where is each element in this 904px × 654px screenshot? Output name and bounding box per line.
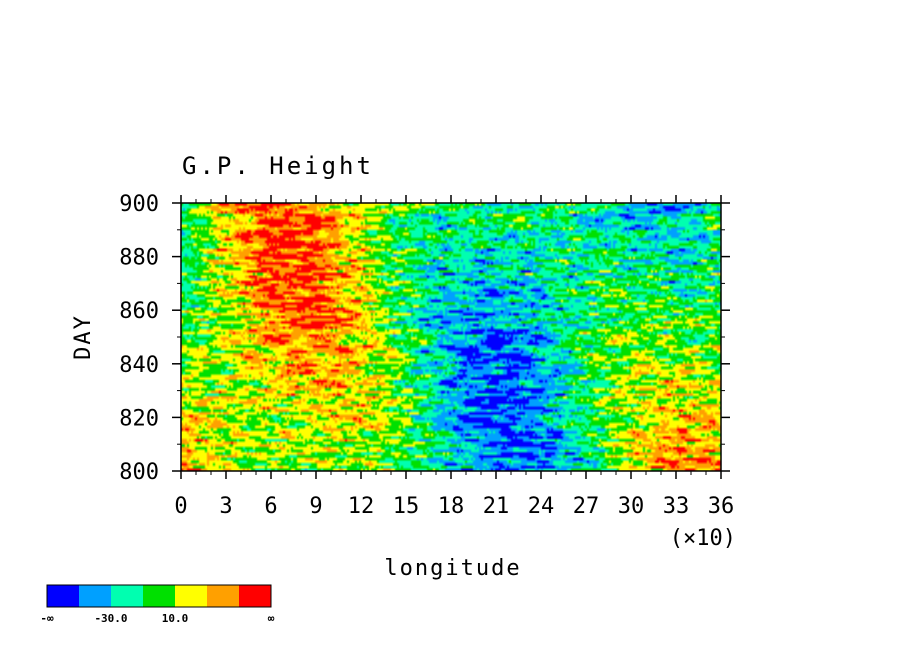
colorbar-swatch xyxy=(239,585,271,607)
x-axis-multiplier: (×10) xyxy=(670,526,736,551)
x-tick-label: 15 xyxy=(393,494,420,519)
colorbar-swatch xyxy=(79,585,111,607)
heatmap-field xyxy=(181,203,721,471)
colorbar-frame xyxy=(46,584,272,608)
colorbar-swatch xyxy=(47,585,79,607)
colorbar-swatch xyxy=(207,585,239,607)
x-tick-label: 12 xyxy=(348,494,375,519)
x-tick-label: 33 xyxy=(663,494,690,519)
colorbar-label: -∞ xyxy=(40,612,54,625)
colorbar-swatch xyxy=(143,585,175,607)
x-tick-label: 6 xyxy=(264,494,277,519)
chart-title: G.P. Height xyxy=(182,152,374,180)
colorbar-swatch xyxy=(111,585,143,607)
y-axis-label: DAY xyxy=(71,314,96,360)
x-tick-label: 36 xyxy=(708,494,735,519)
colorbar-swatch xyxy=(175,585,207,607)
x-tick-label: 24 xyxy=(528,494,555,519)
y-tick-label: 820 xyxy=(119,406,159,431)
y-tick-label: 860 xyxy=(119,299,159,324)
colorbar-label: 10.0 xyxy=(162,612,189,625)
x-tick-label: 9 xyxy=(309,494,322,519)
colorbar-legend: -∞ -30.0 10.0 ∞ xyxy=(40,584,275,625)
x-tick-label: 27 xyxy=(573,494,600,519)
x-tick-label: 18 xyxy=(438,494,465,519)
colorbar-label: -30.0 xyxy=(94,612,127,625)
y-tick-label: 900 xyxy=(119,192,159,217)
x-tick-label: 21 xyxy=(483,494,510,519)
y-tick-label: 800 xyxy=(119,460,159,485)
y-tick-label: 880 xyxy=(119,246,159,271)
x-axis-label: longitude xyxy=(384,556,521,581)
x-tick-label: 3 xyxy=(219,494,232,519)
colorbar-label: ∞ xyxy=(268,612,275,625)
x-tick-label: 0 xyxy=(174,494,187,519)
y-tick-label: 840 xyxy=(119,353,159,378)
x-tick-label: 30 xyxy=(618,494,645,519)
